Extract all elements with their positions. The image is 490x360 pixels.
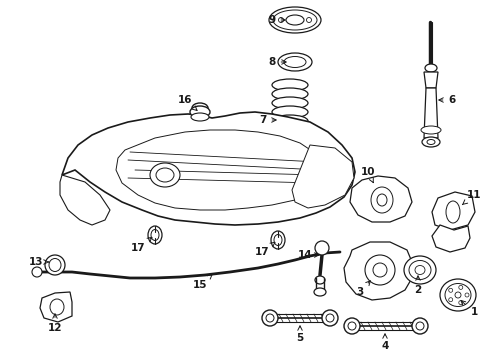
Ellipse shape: [272, 115, 308, 127]
Text: 11: 11: [463, 190, 481, 204]
Ellipse shape: [49, 258, 61, 271]
Circle shape: [348, 322, 356, 330]
Circle shape: [449, 298, 453, 302]
Ellipse shape: [272, 97, 308, 109]
Text: 4: 4: [381, 334, 389, 351]
Ellipse shape: [425, 64, 437, 72]
Circle shape: [373, 263, 387, 277]
Text: 17: 17: [131, 237, 152, 253]
Ellipse shape: [272, 124, 308, 136]
Ellipse shape: [156, 168, 174, 182]
Ellipse shape: [415, 266, 425, 274]
Text: 8: 8: [269, 57, 286, 67]
Circle shape: [416, 322, 424, 330]
Ellipse shape: [50, 299, 64, 315]
Ellipse shape: [445, 284, 471, 306]
Polygon shape: [62, 112, 355, 225]
Text: 15: 15: [193, 275, 212, 290]
Circle shape: [412, 318, 428, 334]
Circle shape: [326, 314, 334, 322]
Ellipse shape: [371, 187, 393, 213]
Polygon shape: [344, 242, 412, 300]
Polygon shape: [350, 176, 412, 222]
Text: 14: 14: [298, 250, 319, 260]
Circle shape: [459, 301, 463, 305]
Text: 5: 5: [296, 326, 304, 343]
Text: 6: 6: [439, 95, 456, 105]
Text: 3: 3: [356, 281, 370, 297]
Ellipse shape: [278, 53, 312, 71]
Text: 7: 7: [259, 115, 276, 125]
Ellipse shape: [150, 163, 180, 187]
Polygon shape: [60, 175, 110, 225]
Polygon shape: [116, 130, 325, 210]
Ellipse shape: [272, 88, 308, 100]
Text: 2: 2: [415, 276, 421, 295]
Ellipse shape: [274, 234, 282, 246]
Circle shape: [262, 310, 278, 326]
Circle shape: [32, 267, 42, 277]
Text: 12: 12: [48, 314, 62, 333]
Ellipse shape: [272, 133, 308, 145]
Circle shape: [465, 293, 469, 297]
Ellipse shape: [421, 126, 441, 134]
Polygon shape: [40, 292, 72, 322]
Ellipse shape: [315, 276, 325, 284]
Ellipse shape: [314, 288, 326, 296]
Ellipse shape: [273, 10, 317, 30]
Ellipse shape: [446, 201, 460, 223]
Text: 13: 13: [29, 257, 49, 267]
Circle shape: [455, 292, 461, 298]
Ellipse shape: [191, 113, 209, 121]
Ellipse shape: [307, 18, 312, 23]
Polygon shape: [292, 145, 354, 208]
Polygon shape: [424, 88, 438, 138]
Text: 9: 9: [269, 15, 285, 25]
Ellipse shape: [151, 230, 159, 240]
Ellipse shape: [377, 194, 387, 206]
Ellipse shape: [427, 140, 435, 144]
Polygon shape: [432, 225, 470, 252]
Ellipse shape: [409, 261, 431, 279]
Ellipse shape: [271, 231, 285, 249]
Text: 10: 10: [361, 167, 375, 183]
Ellipse shape: [278, 18, 284, 23]
Ellipse shape: [45, 255, 65, 275]
Ellipse shape: [284, 57, 306, 68]
Circle shape: [449, 288, 453, 292]
Polygon shape: [424, 72, 438, 88]
Circle shape: [315, 241, 329, 255]
Polygon shape: [432, 192, 475, 230]
Ellipse shape: [192, 103, 208, 113]
Ellipse shape: [272, 79, 308, 91]
Circle shape: [459, 285, 463, 289]
Ellipse shape: [272, 106, 308, 118]
Ellipse shape: [440, 279, 476, 311]
Ellipse shape: [422, 137, 440, 147]
Text: 1: 1: [461, 301, 478, 317]
Text: 16: 16: [178, 95, 197, 111]
Ellipse shape: [190, 106, 210, 118]
Ellipse shape: [269, 7, 321, 33]
Circle shape: [344, 318, 360, 334]
Text: 17: 17: [255, 242, 275, 257]
Ellipse shape: [286, 15, 304, 25]
Circle shape: [322, 310, 338, 326]
Ellipse shape: [404, 256, 436, 284]
Ellipse shape: [148, 226, 162, 244]
Circle shape: [365, 255, 395, 285]
Circle shape: [266, 314, 274, 322]
